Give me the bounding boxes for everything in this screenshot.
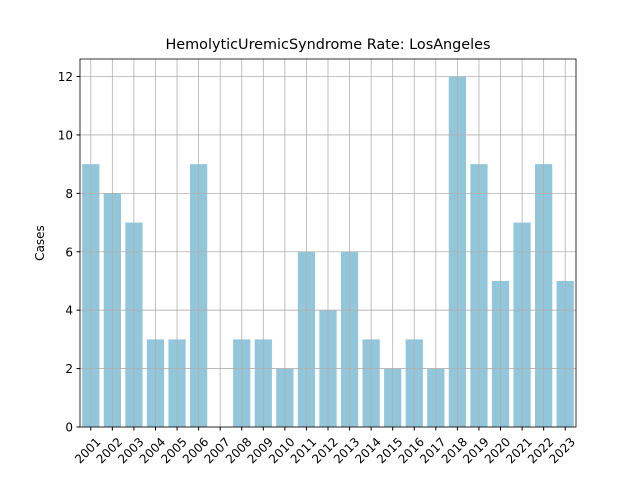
y-tick-label: 8 — [65, 187, 73, 201]
y-tick-label: 4 — [65, 304, 73, 318]
y-axis-label: Cases — [33, 225, 47, 261]
y-tick-label: 10 — [58, 128, 73, 142]
chart-title: HemolyticUremicSyndrome Rate: LosAngeles — [165, 37, 490, 53]
y-tick-label: 2 — [65, 362, 73, 376]
y-tick-label: 12 — [58, 70, 73, 84]
y-tick-label: 0 — [65, 421, 73, 435]
plot-frame — [79, 58, 577, 428]
y-tick-label: 6 — [65, 245, 73, 259]
